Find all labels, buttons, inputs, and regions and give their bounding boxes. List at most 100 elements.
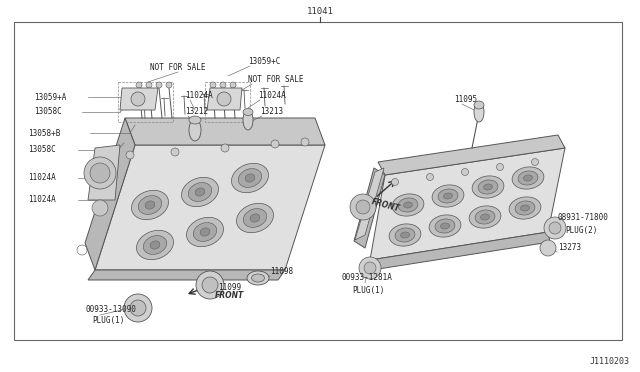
Text: PLUG(1): PLUG(1)	[352, 285, 385, 295]
Ellipse shape	[195, 188, 205, 196]
Polygon shape	[85, 118, 135, 270]
Circle shape	[364, 262, 376, 274]
Text: 13212: 13212	[185, 108, 208, 116]
Circle shape	[220, 82, 226, 88]
Text: NOT FOR SALE: NOT FOR SALE	[248, 76, 303, 84]
Circle shape	[130, 300, 146, 316]
Ellipse shape	[188, 183, 212, 201]
Circle shape	[124, 294, 152, 322]
Ellipse shape	[136, 230, 173, 260]
Text: 08931-71800: 08931-71800	[558, 214, 609, 222]
Ellipse shape	[238, 169, 262, 187]
Polygon shape	[120, 88, 158, 110]
Circle shape	[136, 82, 142, 88]
Circle shape	[196, 271, 224, 299]
Text: J1110203: J1110203	[590, 357, 630, 366]
Polygon shape	[355, 168, 384, 240]
Ellipse shape	[150, 241, 160, 249]
Ellipse shape	[131, 190, 168, 220]
Ellipse shape	[438, 189, 458, 203]
Text: FRONT: FRONT	[215, 291, 244, 299]
Ellipse shape	[484, 184, 492, 190]
Ellipse shape	[474, 101, 484, 109]
Ellipse shape	[252, 274, 264, 282]
Ellipse shape	[200, 228, 210, 236]
Circle shape	[271, 140, 279, 148]
Circle shape	[202, 277, 218, 293]
Ellipse shape	[392, 194, 424, 216]
Text: 11024A: 11024A	[28, 173, 56, 183]
Circle shape	[356, 200, 370, 214]
Text: 00933-13090: 00933-13090	[86, 305, 137, 314]
Ellipse shape	[193, 222, 217, 241]
Text: 13273: 13273	[558, 244, 581, 253]
Ellipse shape	[398, 198, 418, 212]
Text: 13058+B: 13058+B	[28, 128, 60, 138]
Circle shape	[90, 163, 110, 183]
Circle shape	[210, 82, 216, 88]
Text: PLUG(1): PLUG(1)	[92, 315, 124, 324]
Ellipse shape	[475, 210, 495, 224]
Circle shape	[171, 148, 179, 156]
Polygon shape	[125, 118, 325, 145]
Polygon shape	[354, 168, 385, 248]
Ellipse shape	[395, 228, 415, 242]
Circle shape	[392, 179, 399, 186]
Circle shape	[92, 200, 108, 216]
Ellipse shape	[243, 209, 267, 227]
Text: 11099: 11099	[218, 283, 241, 292]
Ellipse shape	[404, 202, 412, 208]
Polygon shape	[370, 232, 550, 270]
Ellipse shape	[444, 193, 452, 199]
Ellipse shape	[509, 197, 541, 219]
Ellipse shape	[143, 235, 166, 254]
Circle shape	[217, 92, 231, 106]
Ellipse shape	[512, 167, 544, 189]
Text: 00933-1281A: 00933-1281A	[342, 273, 393, 282]
Ellipse shape	[243, 110, 253, 130]
Ellipse shape	[145, 201, 155, 209]
Circle shape	[301, 138, 309, 146]
Circle shape	[156, 82, 162, 88]
Ellipse shape	[243, 109, 253, 115]
Circle shape	[544, 217, 566, 239]
Circle shape	[77, 245, 87, 255]
Circle shape	[84, 157, 116, 189]
Circle shape	[350, 194, 376, 220]
Ellipse shape	[524, 175, 532, 181]
Text: 11095: 11095	[454, 96, 477, 105]
Ellipse shape	[520, 205, 529, 211]
Ellipse shape	[474, 102, 484, 122]
Ellipse shape	[435, 219, 455, 233]
Circle shape	[426, 173, 433, 180]
Circle shape	[531, 158, 538, 166]
Ellipse shape	[247, 271, 269, 285]
Ellipse shape	[472, 176, 504, 198]
Bar	[14, 22, 622, 340]
Ellipse shape	[138, 196, 162, 214]
Text: 13059+C: 13059+C	[248, 58, 280, 67]
Ellipse shape	[245, 174, 255, 182]
Ellipse shape	[469, 206, 501, 228]
Circle shape	[359, 257, 381, 279]
Ellipse shape	[182, 177, 218, 207]
Text: 11041: 11041	[307, 7, 333, 16]
Ellipse shape	[515, 201, 535, 215]
Circle shape	[549, 222, 561, 234]
Text: 11024A: 11024A	[185, 92, 212, 100]
Text: 13213: 13213	[260, 108, 283, 116]
Polygon shape	[378, 135, 565, 175]
Polygon shape	[370, 148, 565, 260]
Ellipse shape	[401, 232, 410, 238]
Ellipse shape	[478, 180, 498, 194]
Ellipse shape	[432, 185, 464, 207]
Circle shape	[126, 151, 134, 159]
Text: 13058C: 13058C	[28, 145, 56, 154]
Polygon shape	[95, 145, 325, 270]
Bar	[205, 82, 250, 122]
Ellipse shape	[440, 223, 449, 229]
Circle shape	[166, 82, 172, 88]
Circle shape	[230, 82, 236, 88]
Text: NOT FOR SALE: NOT FOR SALE	[150, 64, 205, 73]
Polygon shape	[88, 145, 120, 200]
